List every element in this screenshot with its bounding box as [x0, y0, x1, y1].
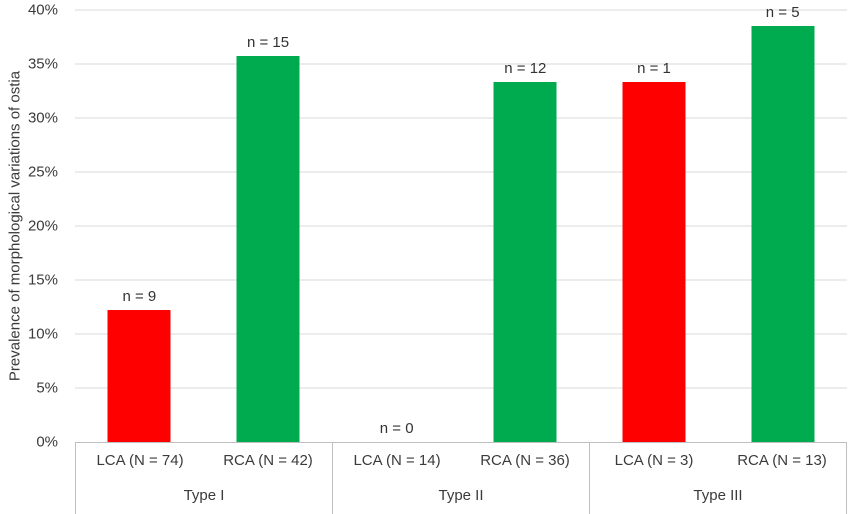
bar-count-label: n = 9 [122, 288, 157, 306]
y-tick-label: 5% [36, 379, 58, 397]
gridline [75, 387, 847, 389]
category-group: LCA (N = 74) RCA (N = 42) Type I [76, 442, 333, 514]
y-tick-label: 35% [27, 55, 58, 73]
plot-area: n = 9 n = 15 n = 0 n = 12 n = 1 n = 5 [75, 4, 847, 442]
bar [622, 82, 686, 442]
bar-count-label: n = 0 [379, 420, 414, 437]
y-tick-label: 20% [27, 217, 58, 235]
bar-count-label: n = 5 [765, 4, 800, 22]
gridline [75, 117, 847, 119]
y-tick-label: 15% [27, 271, 58, 289]
y-tick-label: 0% [36, 433, 58, 451]
category-label: LCA (N = 3) [614, 452, 694, 469]
y-tick-label: 10% [27, 325, 58, 343]
group-label: Type III [693, 487, 743, 504]
bar-count-label: n = 1 [637, 60, 671, 78]
y-tick-label: 40% [27, 1, 58, 19]
category-axis: LCA (N = 74) RCA (N = 42) Type I LCA (N = 1… [75, 442, 847, 514]
gridline [75, 63, 847, 65]
bar-count-label: n = 12 [504, 60, 547, 78]
x-axis-line [75, 442, 847, 443]
category-group: LCA (N = 14) RCA (N = 36) Type II [333, 442, 590, 514]
category-label: RCA (N = 42) [223, 452, 313, 469]
bar [751, 26, 815, 442]
y-axis-ticks: 0% 5% 10% 15% 20% 25% 30% 35% 40% [0, 2, 58, 451]
category-label: LCA (N = 14) [353, 452, 441, 469]
group-label: Type I [183, 487, 225, 504]
bar-count-label: n = 15 [246, 34, 290, 52]
gridline [75, 225, 847, 227]
gridline [75, 9, 847, 11]
gridline [75, 279, 847, 281]
category-label: RCA (N = 36) [480, 452, 570, 469]
category-label: LCA (N = 74) [96, 452, 184, 469]
category-label: RCA (N = 13) [737, 452, 827, 469]
gridline [75, 333, 847, 335]
y-tick-label: 30% [27, 109, 58, 127]
bar [493, 82, 557, 442]
category-group: LCA (N = 3) RCA (N = 13) Type III [590, 442, 846, 514]
bar [236, 56, 300, 442]
gridline [75, 171, 847, 173]
y-tick-label: 25% [27, 163, 58, 181]
bar [107, 310, 171, 442]
group-label: Type II [438, 487, 484, 504]
